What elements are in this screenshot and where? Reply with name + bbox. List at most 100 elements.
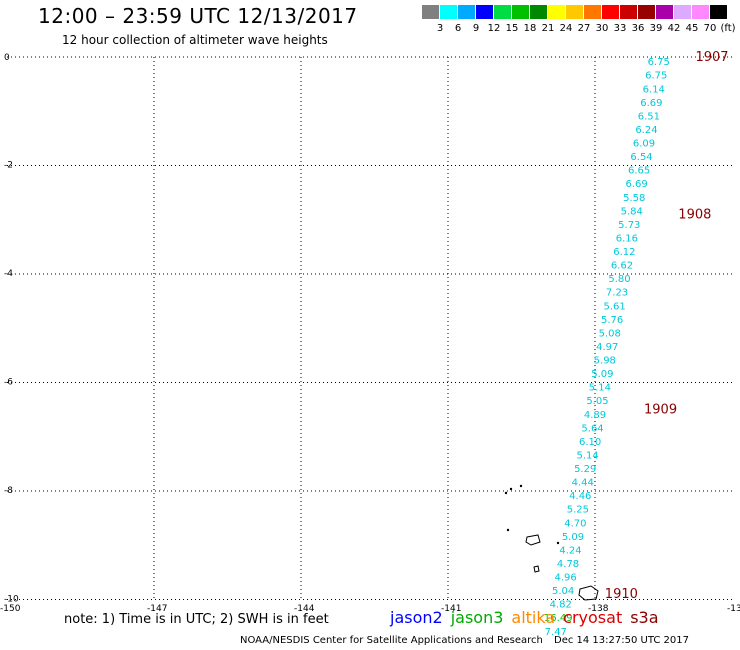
legend-swatch <box>530 5 547 19</box>
pass-time-label: 1907 <box>695 50 728 65</box>
axis-ticks: 0 -2 -4 -6 -8 -10-150 -147 -144 -141 -138 -13 <box>0 53 740 614</box>
wave-height-value: 6.14 <box>643 84 665 95</box>
pass-time-label: 1910 <box>605 587 638 602</box>
legend-label: 45 <box>685 23 699 34</box>
legend-label: 36 <box>631 23 645 34</box>
y-tick-label: -2 <box>4 161 13 171</box>
wave-height-value: 5.84 <box>621 206 643 217</box>
satellite-altika: altika <box>511 608 556 627</box>
y-tick-label: -4 <box>4 269 13 279</box>
wave-height-value: 4.78 <box>557 559 579 570</box>
wave-height-value: 4.89 <box>584 410 606 421</box>
wave-height-value: 6.62 <box>611 261 633 272</box>
legend-label: 42 <box>667 23 681 34</box>
legend-swatch <box>674 5 691 19</box>
legend-label: 15 <box>505 23 519 34</box>
wave-height-value: 6.09 <box>633 139 655 150</box>
wave-height-value: 6.51 <box>638 111 660 122</box>
legend-swatch <box>710 5 727 19</box>
wave-height-value: 5.09 <box>591 369 613 380</box>
wave-height-value: 4.44 <box>572 478 594 489</box>
wave-height-value: 5.25 <box>567 505 589 516</box>
legend-swatch <box>656 5 673 19</box>
legend-label: (ft) <box>720 23 736 34</box>
wave-height-value: 5.61 <box>603 301 625 312</box>
y-tick-label: -8 <box>4 486 13 496</box>
wave-height-value: 7.23 <box>606 288 628 299</box>
wave-height-value: 5.29 <box>574 464 596 475</box>
wave-height-value: 6.10 <box>579 437 601 448</box>
legend-swatch <box>422 5 439 19</box>
wave-height-value: 7.47 <box>545 627 567 638</box>
legend-label: 70 <box>703 23 717 34</box>
footer-note: note: 1) Time is in UTC; 2) SWH is in fe… <box>64 612 329 627</box>
wave-height-value: 6.75 <box>645 71 667 82</box>
legend-swatch <box>476 5 493 19</box>
wave-height-value: 6.69 <box>626 179 648 190</box>
y-tick-label: -6 <box>4 378 13 388</box>
wave-height-value: 16.49 <box>544 613 573 624</box>
wave-height-value: 4.46 <box>569 491 591 502</box>
satellite-jason3: jason3 <box>450 608 504 627</box>
x-tick-label: -141 <box>441 604 461 614</box>
legend-swatch <box>692 5 709 19</box>
wave-height-value: 5.76 <box>601 315 623 326</box>
wave-height-value: 5.80 <box>608 274 630 285</box>
legend-label: 9 <box>472 23 480 34</box>
island-dot <box>519 484 523 488</box>
legend-swatch <box>494 5 511 19</box>
legend-label: 18 <box>523 23 537 34</box>
x-tick-label: -150 <box>0 604 21 614</box>
pass-time-label: 1908 <box>678 207 711 222</box>
legend-label: 27 <box>577 23 591 34</box>
wave-height-value: 5.08 <box>599 328 621 339</box>
legend-label: 30 <box>595 23 609 34</box>
legend-label: 3 <box>436 23 444 34</box>
satellite-legend: jason2 jason3 altika cryosat s3a <box>390 608 667 627</box>
wave-height-value: 5.09 <box>562 532 584 543</box>
island-dot <box>556 541 560 545</box>
wave-height-value: 4.97 <box>596 342 618 353</box>
wave-height-value: 6.12 <box>613 247 635 258</box>
island-dot <box>509 487 513 491</box>
wave-height-value: 5.04 <box>552 586 574 597</box>
wave-height-value: 4.70 <box>564 518 586 529</box>
legend-label: 6 <box>454 23 462 34</box>
x-tick-label: -147 <box>147 604 167 614</box>
island-dot <box>504 491 508 495</box>
wave-height-value: 5.98 <box>594 356 616 367</box>
island-outline <box>533 565 540 573</box>
x-tick-label: -13 <box>727 604 740 614</box>
legend-swatch <box>638 5 655 19</box>
wave-height-value: 5.14 <box>589 383 611 394</box>
credit-text: NOAA/NESDIS Center for Satellite Applica… <box>240 635 543 646</box>
legend-label: 21 <box>541 23 555 34</box>
wave-height-value: 6.69 <box>640 98 662 109</box>
map-grid <box>7 56 733 600</box>
legend-swatch <box>584 5 601 19</box>
x-tick-label: -144 <box>294 604 315 614</box>
legend-swatch <box>620 5 637 19</box>
legend-swatch <box>458 5 475 19</box>
page-subtitle: 12 hour collection of altimeter wave hei… <box>62 33 328 47</box>
wave-height-value: 6.65 <box>628 166 650 177</box>
legend-swatch <box>566 5 583 19</box>
wave-height-value: 5.58 <box>623 193 645 204</box>
legend-swatch <box>548 5 565 19</box>
wave-height-value: 5.05 <box>586 396 608 407</box>
wave-height-value: 6.24 <box>635 125 657 136</box>
legend-label: 39 <box>649 23 663 34</box>
page-title: 12:00 – 23:59 UTC 12/13/2017 <box>38 4 358 28</box>
legend-label: 24 <box>559 23 573 34</box>
wave-height-value: 4.24 <box>559 545 581 556</box>
island-outline <box>578 585 599 601</box>
wave-height-value: 6.75 <box>648 57 670 68</box>
wave-height-value: 4.96 <box>554 573 576 584</box>
island-outline <box>525 534 541 546</box>
satellite-jason2: jason2 <box>390 608 443 627</box>
wave-height-value: 5.73 <box>618 220 640 231</box>
y-tick-label: 0 <box>4 53 10 63</box>
x-tick-label: -138 <box>588 604 609 614</box>
legend-swatch <box>440 5 457 19</box>
